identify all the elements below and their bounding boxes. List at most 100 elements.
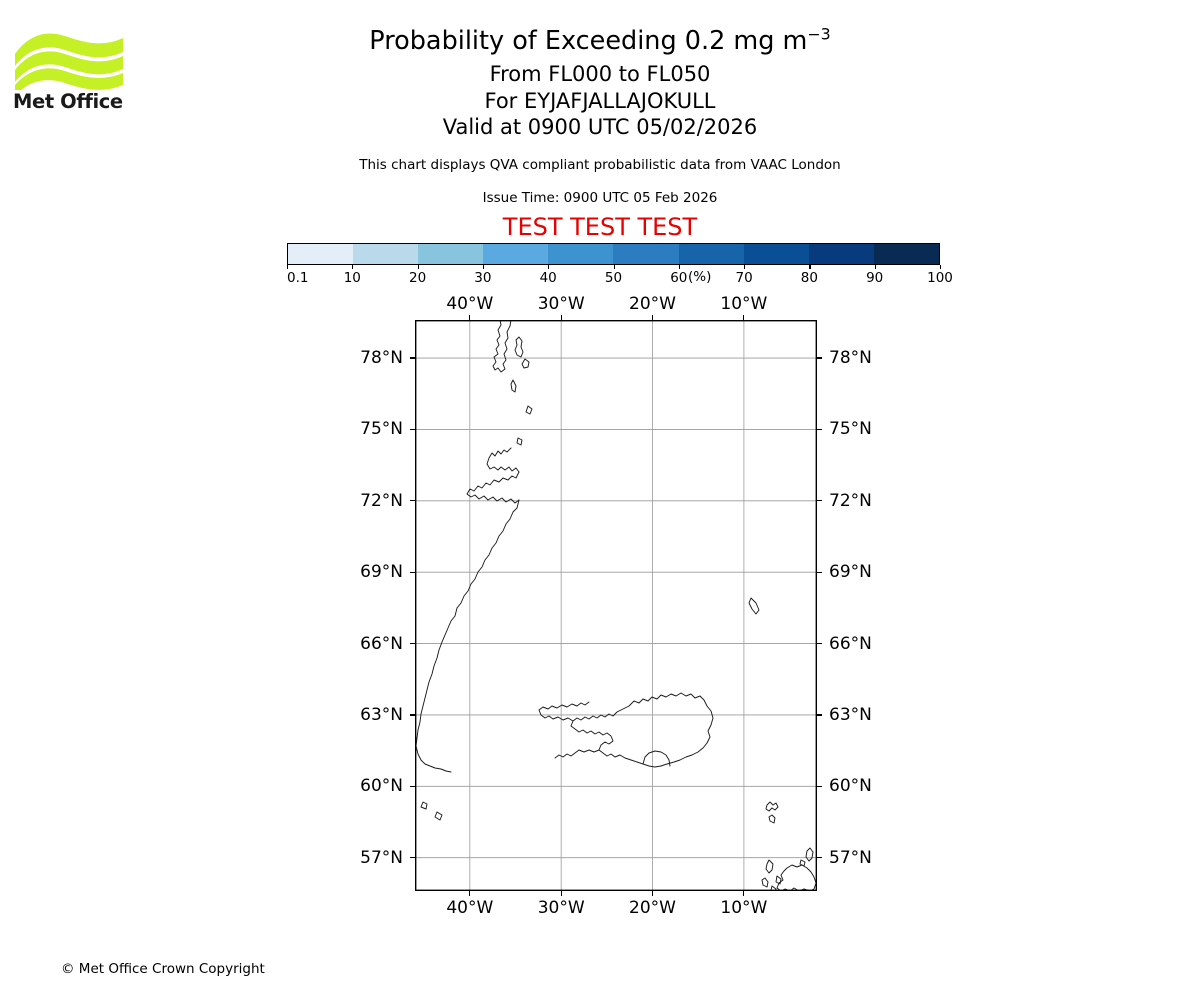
page-title: Probability of Exceeding 0.2 mg m−3 xyxy=(0,24,1200,56)
met-office-logo: Met Office xyxy=(13,28,125,112)
colorbar-tick-label-0.1: 0.1 xyxy=(287,270,309,286)
lat-label-right-75°N: 75°N xyxy=(829,419,872,440)
lon-tick-top-40°W xyxy=(469,315,471,320)
colorbar-bin-2 xyxy=(418,244,484,264)
qva-compliance-note: This chart displays QVA compliant probab… xyxy=(359,157,841,173)
lat-label-right-69°N: 69°N xyxy=(829,562,872,583)
coastline-svalbard-spitsbergen xyxy=(492,320,512,373)
page-title-exponent: −3 xyxy=(807,24,831,44)
colorbar-tick-label-40: 40 xyxy=(539,270,557,286)
lat-tick-left-60°N xyxy=(410,785,415,787)
lon-tick-top-30°W xyxy=(560,315,562,320)
lat-tick-left-75°N xyxy=(410,428,415,431)
coastline-greenland-southeast xyxy=(416,607,458,739)
colorbar-tick-label-70: 70 xyxy=(735,270,753,286)
coastline-greenland-islet-south xyxy=(420,801,428,810)
lat-tick-left-63°N xyxy=(410,714,415,716)
colorbar-tick-20 xyxy=(417,265,419,269)
colorbar-tick-label-100: 100 xyxy=(927,270,953,286)
lon-label-bottom-10°W: 10°W xyxy=(720,898,768,918)
lat-tick-left-72°N xyxy=(410,500,415,502)
coastline-greenland-blosseville xyxy=(456,499,520,609)
colorbar-bin-0 xyxy=(288,244,354,264)
lon-label-bottom-30°W: 30°W xyxy=(537,898,585,918)
lat-label-right-57°N: 57°N xyxy=(829,847,872,868)
colorbar-tick-100 xyxy=(940,265,942,269)
colorbar-gradient xyxy=(287,243,940,265)
lon-tick-bottom-20°W xyxy=(651,891,654,896)
colorbar-tick-label-60: 60 xyxy=(670,270,688,286)
coastline-scotland-islands-2 xyxy=(770,885,777,891)
colorbar-tick-label-30: 30 xyxy=(474,270,492,286)
lat-tick-right-60°N xyxy=(817,785,822,787)
colorbar-tick-label-80: 80 xyxy=(800,270,818,286)
lon-label-top-40°W: 40°W xyxy=(446,294,494,314)
met-office-wave-icon xyxy=(15,33,123,90)
met-office-wordmark: Met Office xyxy=(13,90,123,113)
colorbar-bin-9 xyxy=(873,244,939,264)
lat-label-right-78°N: 78°N xyxy=(829,348,872,369)
lon-label-top-30°W: 30°W xyxy=(537,294,585,314)
colorbar-tick-0.1 xyxy=(287,265,289,269)
lon-tick-bottom-30°W xyxy=(560,891,562,896)
coastline-scotland-islands xyxy=(775,875,782,885)
coastline-svalbard-hopen xyxy=(510,379,517,393)
volcano-name-line: For EYJAFJALLAJOKULL xyxy=(484,89,716,113)
lat-label-left-78°N: 78°N xyxy=(360,348,403,369)
page-title-text: Probability of Exceeding 0.2 mg m xyxy=(369,26,808,56)
coastline-greenland-scoresby xyxy=(466,471,520,504)
colorbar-tick-50 xyxy=(613,265,615,269)
colorbar-tick-label-10: 10 xyxy=(343,270,361,286)
lat-label-left-60°N: 60°N xyxy=(360,776,403,797)
lon-label-top-10°W: 10°W xyxy=(720,294,768,314)
probability-colorbar: 0.1 10 20 30 40 50 60 70 80 90 100 xyxy=(287,243,953,286)
lat-tick-left-57°N xyxy=(410,857,415,859)
lat-tick-right-63°N xyxy=(817,714,822,716)
lat-label-left-75°N: 75°N xyxy=(360,419,403,440)
lat-tick-left-78°N xyxy=(410,357,415,359)
coastline-iceland xyxy=(570,692,714,768)
lat-tick-left-69°N xyxy=(410,571,415,573)
lat-label-left-66°N: 66°N xyxy=(360,633,403,654)
lat-tick-left-66°N xyxy=(410,642,415,645)
coastline-svalbard-edgeoya xyxy=(521,358,530,369)
map-frame-border xyxy=(415,320,817,891)
coastline-greenland-cape-farewell xyxy=(415,737,452,773)
lat-label-right-60°N: 60°N xyxy=(829,776,872,797)
colorbar-unit-label: (%) xyxy=(688,269,712,285)
map-panel[interactable]: 40°W 40°W 30°W 30°W 20°W 20°W 10°W 10°W 57°N 57°N… xyxy=(360,294,872,918)
lon-tick-top-20°W xyxy=(651,315,654,320)
coastline-faroe-islands xyxy=(765,801,779,812)
colorbar-tick-label-20: 20 xyxy=(409,270,427,286)
lat-label-left-63°N: 63°N xyxy=(360,704,403,725)
lon-label-top-20°W: 20°W xyxy=(629,294,677,314)
lat-label-right-63°N: 63°N xyxy=(829,704,872,725)
coastline-iceland-inner-detail xyxy=(642,750,671,767)
colorbar-tick-label-50: 50 xyxy=(604,270,623,286)
coastline-shetland xyxy=(805,847,814,862)
lon-tick-bottom-40°W xyxy=(469,891,471,896)
valid-time-line: Valid at 0900 UTC 05/02/2026 xyxy=(442,115,758,139)
colorbar-tick-40 xyxy=(548,265,550,269)
map-gridlines xyxy=(415,320,817,891)
colorbar-bin-3 xyxy=(483,244,549,264)
lat-label-left-57°N: 57°N xyxy=(360,847,403,868)
lat-label-right-72°N: 72°N xyxy=(829,490,872,511)
issue-time-line: Issue Time: 0900 UTC 05 Feb 2026 xyxy=(482,190,718,206)
coastline-outer-hebrides xyxy=(765,859,774,874)
coastline-jan-mayen xyxy=(748,597,760,615)
colorbar-bin-1 xyxy=(353,244,419,264)
coastline-greenland-northeast xyxy=(486,447,520,473)
lat-tick-right-69°N xyxy=(817,571,822,573)
lat-tick-right-72°N xyxy=(817,500,822,502)
lon-label-bottom-40°W: 40°W xyxy=(446,898,494,918)
coastline-faroe-islands-south xyxy=(768,814,776,824)
colorbar-tick-30 xyxy=(482,265,485,269)
colorbar-bin-4 xyxy=(548,244,614,264)
coastline-scotland xyxy=(776,864,817,891)
colorbar-tick-10 xyxy=(352,265,354,269)
colorbar-tick-70 xyxy=(744,265,746,269)
coastline-greenland-islet-south-2 xyxy=(434,811,443,821)
colorbar-ticks: 0.1 10 20 30 40 50 60 70 80 90 100 xyxy=(287,265,953,286)
lon-tick-top-10°W xyxy=(743,315,745,320)
